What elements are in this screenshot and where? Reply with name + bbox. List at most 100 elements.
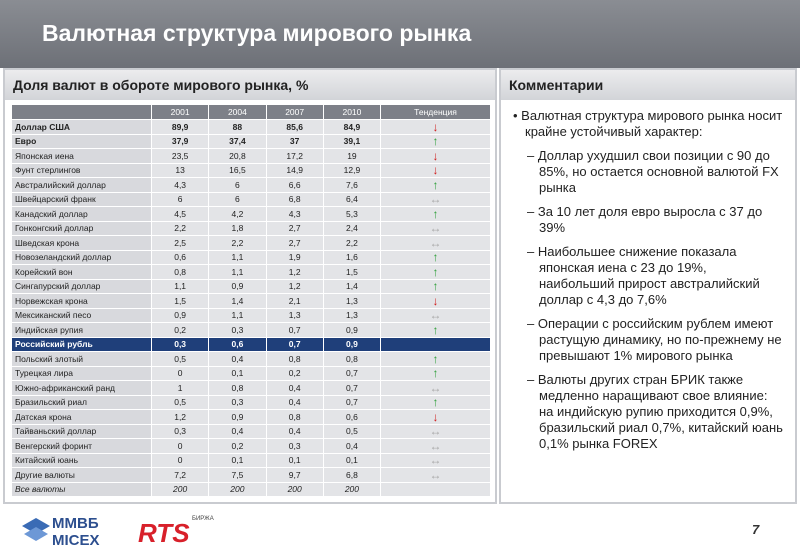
cell: 0,4 [265, 423, 324, 439]
trend: ↑ [380, 394, 491, 410]
cell: 1,2 [265, 264, 324, 280]
cell: 2,1 [265, 293, 324, 309]
row-name: Норвежская крона [11, 293, 152, 309]
trend: ↓ [380, 119, 491, 135]
row-name: Новозеландский доллар [11, 249, 152, 265]
cell: 0,8 [150, 264, 210, 280]
cell: 1,8 [208, 220, 267, 236]
row-name: Другие валюты [11, 467, 152, 483]
cell: 39,1 [322, 133, 382, 149]
row: Австралийский доллар 4,3 6 6,6 7,6 ↑ [11, 177, 491, 193]
row-name: Польский злотый [11, 351, 152, 367]
cell: 37,9 [150, 133, 210, 149]
cell: 0,5 [150, 351, 210, 367]
trend: ↓ [380, 293, 491, 309]
cell: 0 [150, 452, 210, 468]
cell: 0,9 [322, 336, 382, 352]
row-name: Корейский вон [11, 264, 152, 280]
cell: 0,9 [322, 322, 382, 338]
sub-item: – Наибольшее снижение показала японская … [527, 244, 760, 307]
cell: 0,1 [208, 452, 267, 468]
trend: ↑ [380, 249, 491, 265]
row-name: Сингапурский доллар [11, 278, 152, 294]
trend: ↑ [380, 351, 491, 367]
cell: 0,3 [208, 394, 267, 410]
cell: 0,2 [150, 322, 210, 338]
cell: 0,4 [208, 423, 267, 439]
row: Евро 37,9 37,4 37 39,1 ↑ [11, 133, 491, 149]
cell: 7,5 [208, 467, 267, 483]
cell: 13 [150, 162, 210, 178]
trend: ↔ [380, 438, 491, 454]
cell: 0,8 [265, 351, 324, 367]
row-name: Фунт стерлингов [11, 162, 152, 178]
header: Валютная структура мирового рынка [0, 0, 800, 68]
trend: ↑ [380, 133, 491, 149]
row: Индийская рупия 0,2 0,3 0,7 0,9 ↑ [11, 322, 491, 338]
row: Польский злотый 0,5 0,4 0,8 0,8 ↑ [11, 351, 491, 367]
row: Мексиканский песо 0,9 1,1 1,3 1,3 ↔ [11, 307, 491, 323]
sub-item-text: Доллар ухудшил свои позиции с 90 до 85%,… [537, 148, 779, 195]
cell: 2,2 [322, 235, 382, 251]
cell: 0,1 [322, 452, 382, 468]
header-row: 2001 2004 2007 2010 Тенденция [11, 104, 491, 120]
row-name: Тайваньский доллар [11, 423, 152, 439]
cell: 6 [208, 191, 267, 207]
cell: 0,7 [322, 365, 382, 381]
cell: 0,5 [322, 423, 382, 439]
cell: 16,5 [208, 162, 267, 178]
row-name: Китайский юань [11, 452, 152, 468]
rts-logo: RTS [138, 518, 190, 548]
trend: ↔ [380, 467, 491, 483]
cell: 0,9 [150, 307, 210, 323]
cell: 1,2 [265, 278, 324, 294]
cell: 1,5 [322, 264, 382, 280]
row: Швейцарский франк 6 6 6,8 6,4 ↔ [11, 191, 491, 207]
logo-text: ММВБ [52, 515, 99, 532]
column-header: 2004 [208, 104, 267, 120]
column-header: 2010 [322, 104, 382, 120]
cell: 0,2 [265, 365, 324, 381]
logo-text: MICEX [52, 532, 100, 549]
row: Норвежская крона 1,5 1,4 2,1 1,3 ↓ [11, 293, 491, 309]
cell: 1 [150, 380, 210, 396]
cell: 0,6 [208, 336, 267, 352]
cell: 2,4 [322, 220, 382, 236]
sub-item-text: Наибольшее снижение показала японская ие… [537, 244, 760, 307]
trend: ↔ [380, 191, 491, 207]
column-header: Тенденция [380, 104, 491, 120]
cell: 4,2 [208, 206, 267, 222]
cell: 0,3 [265, 438, 324, 454]
cell: 0,6 [150, 249, 210, 265]
cell: 5,3 [322, 206, 382, 222]
cell: 37,4 [208, 133, 267, 149]
cell: 85,6 [265, 119, 324, 135]
row: Другие валюты 7,2 7,5 9,7 6,8 ↔ [11, 467, 491, 483]
row-name: Российский рубль [11, 336, 152, 352]
sub-item: – Операции с российским рублем имеют рас… [527, 316, 782, 363]
row: Новозеландский доллар 0,6 1,1 1,9 1,6 ↑ [11, 249, 491, 265]
row: Турецкая лира 0 0,1 0,2 0,7 ↑ [11, 365, 491, 381]
cell: 0,8 [322, 351, 382, 367]
cell: 1,3 [265, 307, 324, 323]
trend: ↔ [380, 423, 491, 439]
cell: 2,2 [208, 235, 267, 251]
bullet-text: Валютная структура мирового рынка носит … [521, 108, 783, 139]
trend: ↑ [380, 206, 491, 222]
cell: 1,1 [208, 264, 267, 280]
cell: 0,4 [265, 380, 324, 396]
trend: ↔ [380, 380, 491, 396]
cell: 6,4 [322, 191, 382, 207]
rts-sub: БИРЖА [192, 516, 214, 522]
cell: 1,2 [150, 409, 210, 425]
row-name: Бразильский риал [11, 394, 152, 410]
cell: 37 [265, 133, 324, 149]
cell: 0,8 [265, 409, 324, 425]
trend: ↑ [380, 264, 491, 280]
cell: 4,5 [150, 206, 210, 222]
trend: ↔ [380, 235, 491, 251]
trend: ↑ [380, 365, 491, 381]
trend: ↓ [380, 409, 491, 425]
cell: 6,8 [265, 191, 324, 207]
cell: 0 [150, 438, 210, 454]
